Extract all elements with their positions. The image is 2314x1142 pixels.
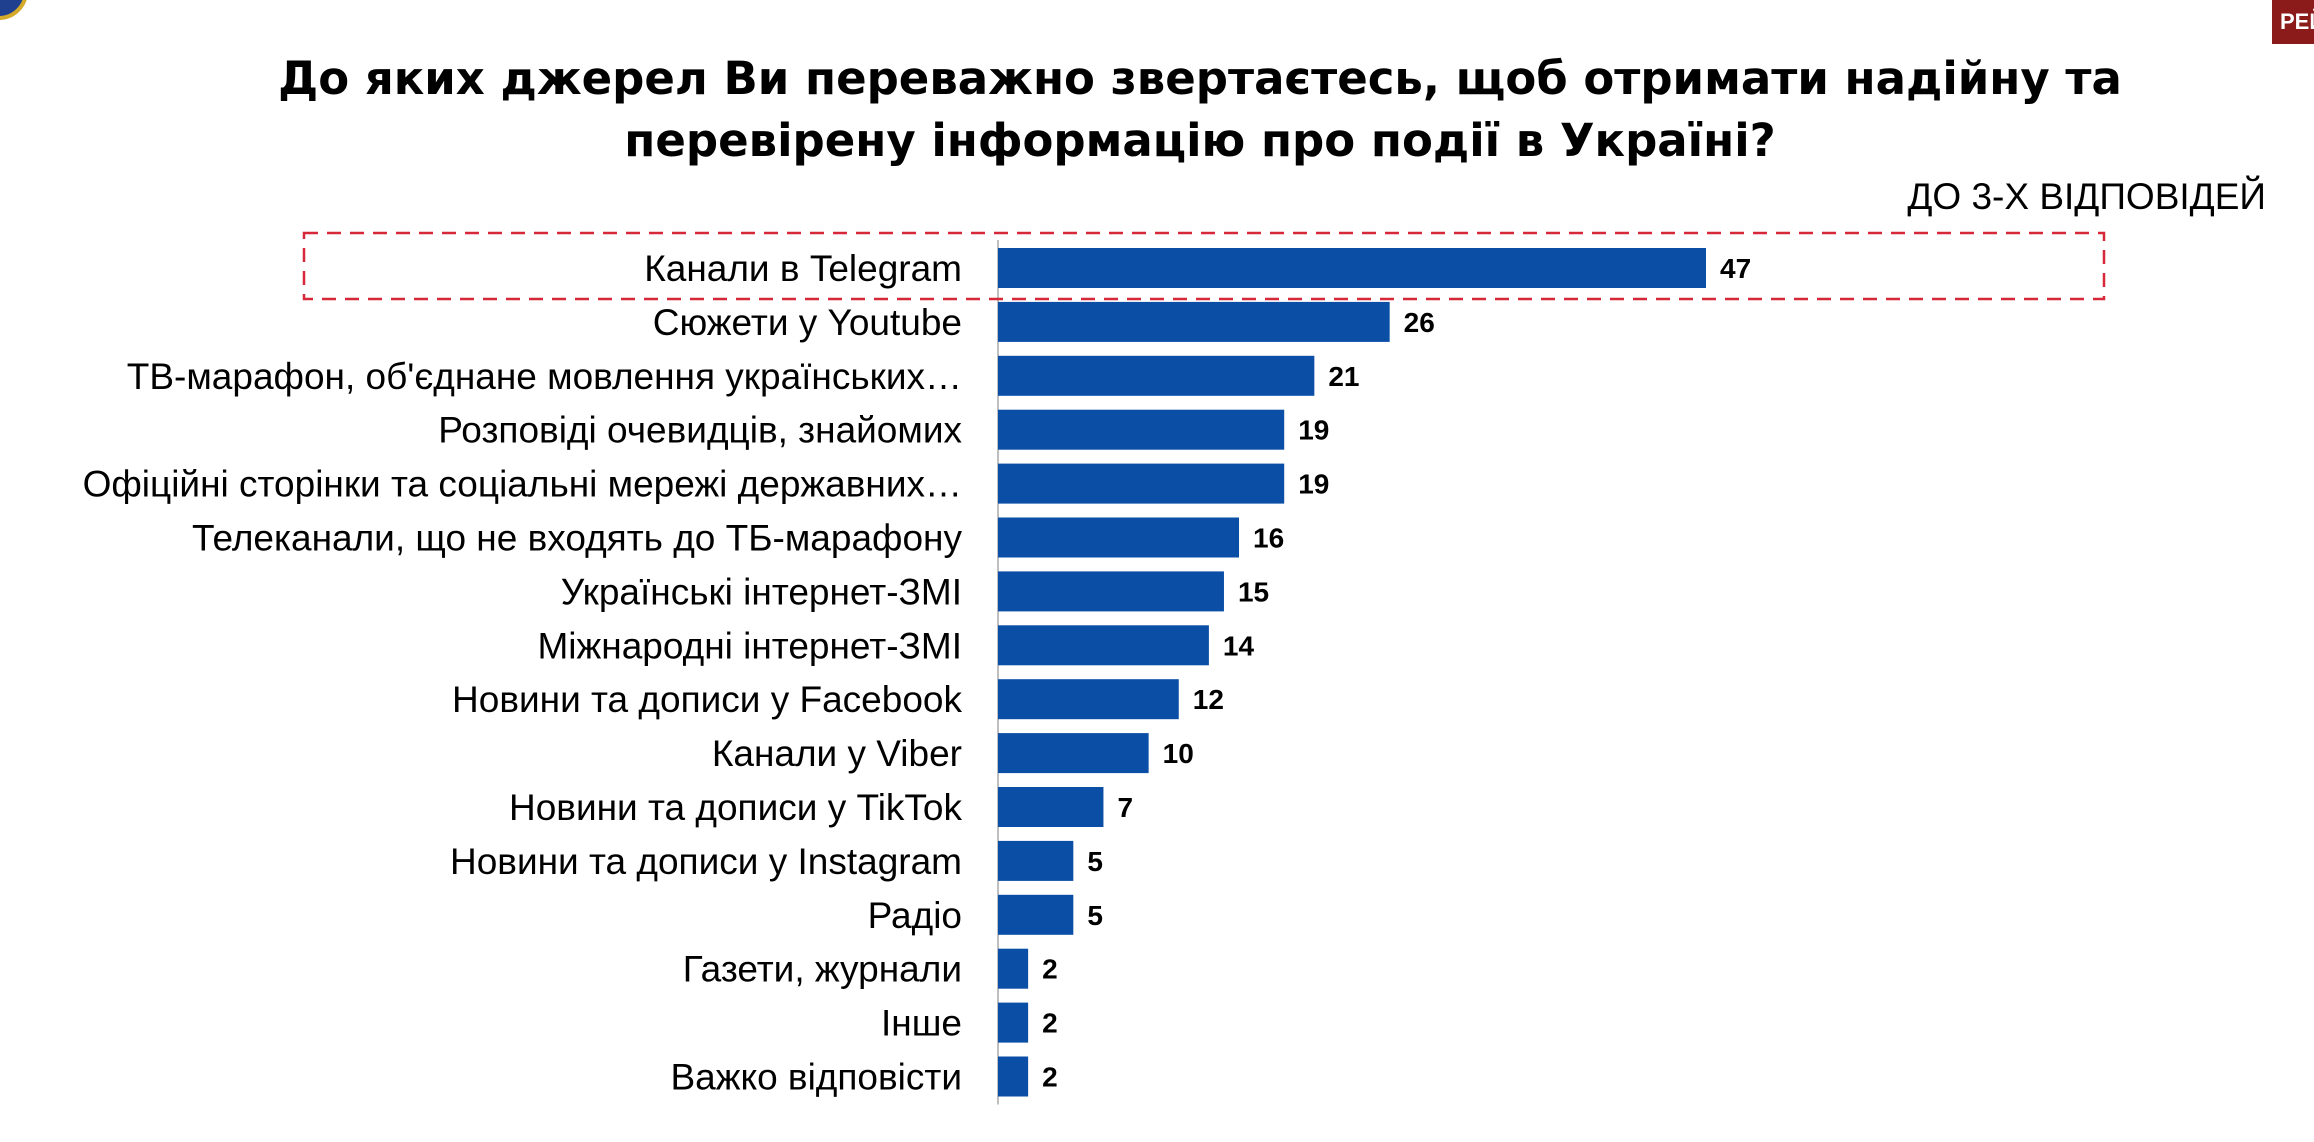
category-label: Інше — [881, 1003, 962, 1044]
data-label: 5 — [1087, 900, 1103, 931]
category-label: Новини та дописи у Facebook — [452, 679, 962, 720]
category-label: Міжнародні інтернет-ЗМІ — [537, 625, 962, 666]
brand-badge: РЕЙ — [2272, 0, 2314, 44]
data-label: 47 — [1720, 253, 1751, 284]
category-label: Офіційні сторінки та соціальні мережі де… — [83, 464, 962, 505]
data-label: 2 — [1042, 1062, 1058, 1093]
bar — [998, 571, 1224, 612]
data-label: 10 — [1163, 738, 1194, 769]
data-label: 7 — [1117, 792, 1133, 823]
data-label: 26 — [1404, 307, 1435, 338]
bar — [998, 1056, 1029, 1097]
bar — [998, 248, 1706, 288]
data-label: 2 — [1042, 954, 1058, 985]
bar — [998, 840, 1074, 881]
data-label: 15 — [1238, 576, 1269, 607]
category-label: Радіо — [868, 895, 962, 936]
chart-subtitle: ДО 3-Х ВІДПОВІДЕЙ — [1907, 176, 2266, 217]
category-label: Газети, журнали — [683, 949, 962, 990]
bar — [998, 787, 1104, 827]
bar — [998, 894, 1074, 935]
data-label: 2 — [1042, 1008, 1058, 1039]
data-label: 21 — [1328, 361, 1359, 392]
data-label: 14 — [1223, 630, 1255, 661]
category-label: Канали у Viber — [712, 733, 962, 774]
bar — [998, 625, 1209, 666]
data-label: 12 — [1193, 684, 1224, 715]
data-label: 19 — [1298, 469, 1329, 500]
chart-title: До яких джерел Ви переважно звертаєтесь,… — [278, 52, 2122, 167]
bar — [998, 1002, 1029, 1043]
data-label: 5 — [1087, 846, 1103, 877]
data-label: 16 — [1253, 523, 1284, 554]
bar — [998, 409, 1285, 450]
category-label: Важко відповісти — [670, 1057, 962, 1098]
bar — [998, 948, 1029, 989]
bar — [998, 679, 1179, 720]
highlight-box — [302, 231, 2106, 301]
bar — [998, 301, 1390, 342]
category-label: Розповіді очевидців, знайомих — [438, 410, 962, 451]
category-label: Телеканали, що не входять до ТБ-марафону — [192, 518, 963, 559]
category-label: Канали в Telegram — [644, 248, 962, 289]
data-label: 19 — [1298, 415, 1329, 446]
bar — [998, 355, 1315, 396]
bar — [998, 517, 1240, 558]
category-label: Новини та дописи у Instagram — [450, 841, 962, 882]
bar — [998, 733, 1149, 774]
bar — [998, 463, 1285, 504]
category-label: Новини та дописи у TikTok — [509, 787, 963, 828]
category-label: ТВ-марафон, об'єднане мовлення українськ… — [127, 356, 962, 397]
category-label: Українські інтернет-ЗМІ — [561, 571, 962, 612]
category-label: Сюжети у Youtube — [653, 302, 962, 343]
